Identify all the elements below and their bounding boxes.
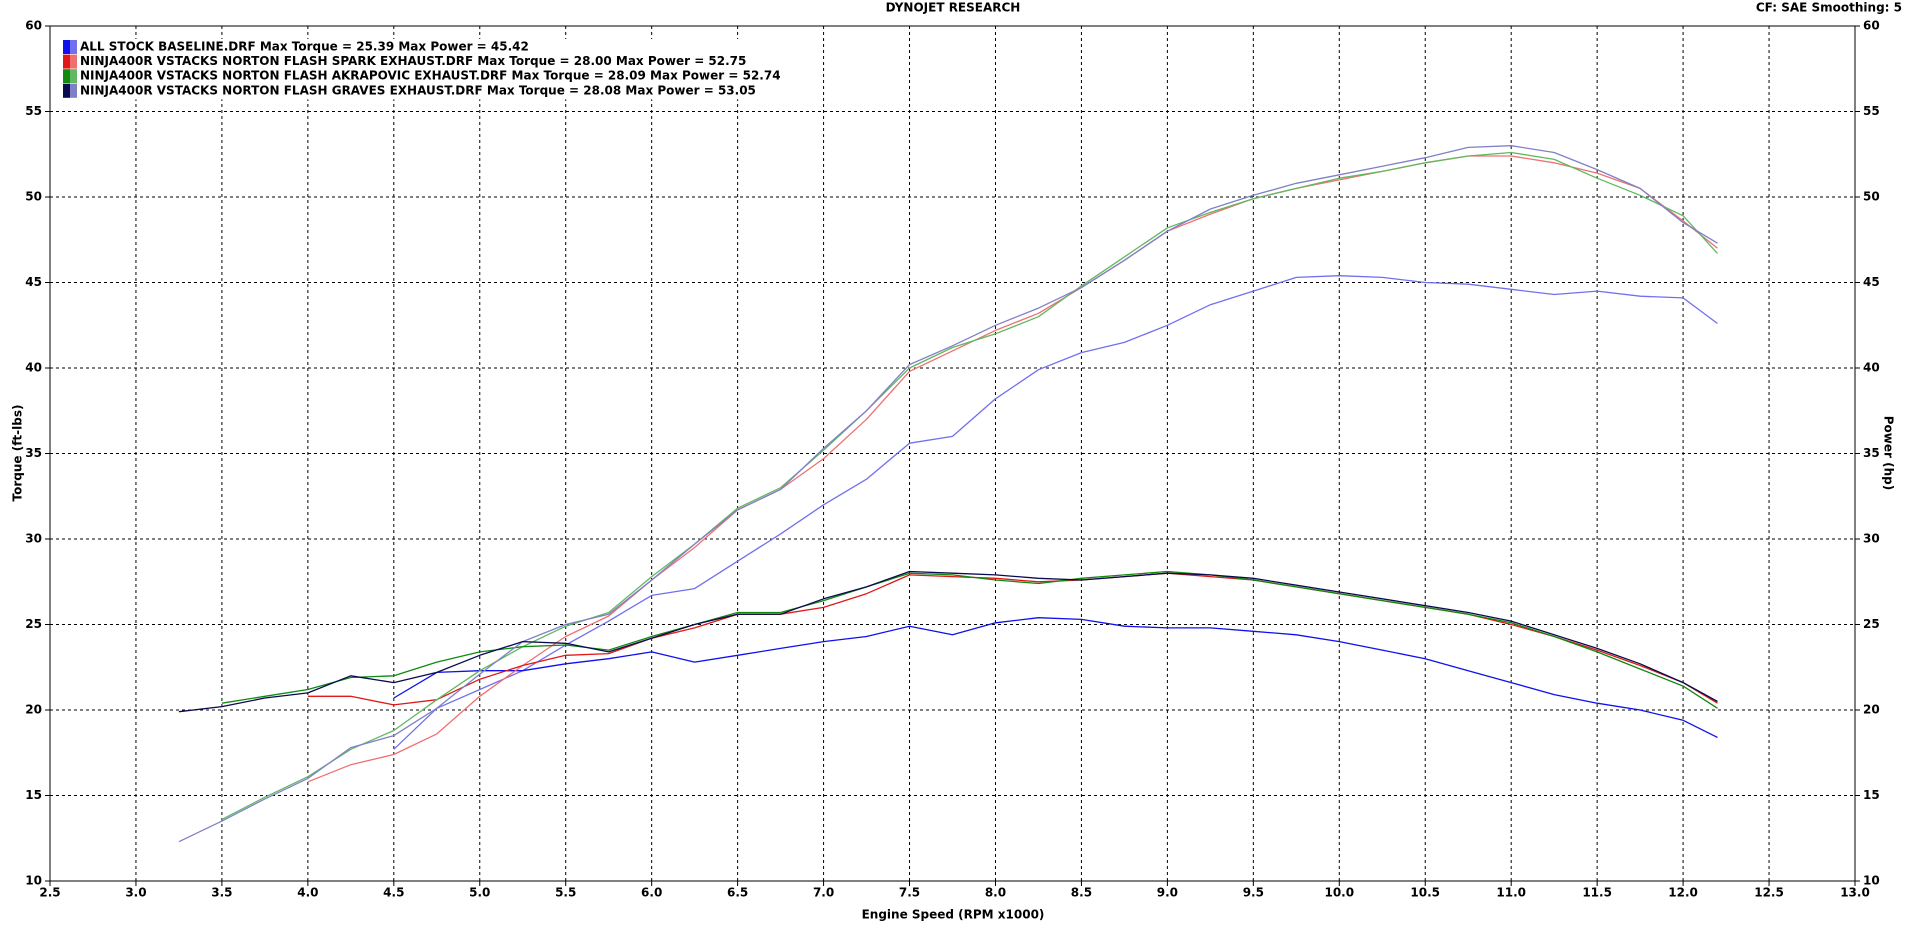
y2-tick-label: 40 bbox=[1863, 361, 1880, 375]
legend-background bbox=[61, 39, 751, 100]
y-tick-label: 30 bbox=[25, 532, 42, 546]
legend-label: NINJA400R VSTACKS NORTON FLASH GRAVES EX… bbox=[80, 83, 756, 97]
x-axis-label: Engine Speed (RPM x1000) bbox=[862, 908, 1045, 922]
legend-swatch bbox=[70, 40, 77, 54]
x-tick-label: 5.0 bbox=[469, 886, 490, 900]
torque-line bbox=[393, 617, 1718, 738]
x-tick-label: 3.5 bbox=[211, 886, 232, 900]
x-tick-label: 10.5 bbox=[1410, 886, 1440, 900]
legend-swatch bbox=[63, 40, 70, 54]
y-tick-label: 50 bbox=[25, 190, 42, 204]
x-tick-label: 12.5 bbox=[1754, 886, 1784, 900]
x-tick-label: 6.0 bbox=[641, 886, 662, 900]
y-tick-label: 60 bbox=[25, 19, 42, 33]
y2-tick-label: 25 bbox=[1863, 617, 1880, 631]
y2-tick-label: 55 bbox=[1863, 104, 1880, 118]
legend-swatch bbox=[63, 83, 70, 98]
settings-info: CF: SAE Smoothing: 5 bbox=[1756, 1, 1902, 15]
x-tick-label: 5.5 bbox=[555, 886, 576, 900]
y2-tick-label: 50 bbox=[1863, 190, 1880, 204]
legend-label: NINJA400R VSTACKS NORTON FLASH SPARK EXH… bbox=[80, 54, 746, 68]
y2-tick-label: 35 bbox=[1863, 446, 1880, 460]
y-tick-label: 40 bbox=[25, 361, 42, 375]
legend-label: ALL STOCK BASELINE.DRF Max Torque = 25.3… bbox=[80, 40, 529, 54]
plot-frame bbox=[49, 25, 1856, 882]
power-line bbox=[307, 155, 1718, 783]
y2-tick-label: 20 bbox=[1863, 703, 1880, 717]
x-tick-label: 8.5 bbox=[1071, 886, 1092, 900]
torque-line bbox=[307, 572, 1718, 706]
x-tick-label: 10.0 bbox=[1324, 886, 1354, 900]
y2-tick-label: 45 bbox=[1863, 275, 1880, 289]
y2-tick-label: 10 bbox=[1863, 874, 1880, 888]
y2-axis-label: Power (hp) bbox=[1882, 416, 1896, 490]
x-tick-label: 13.0 bbox=[1840, 886, 1870, 900]
y-tick-label: 45 bbox=[25, 275, 42, 289]
x-tick-label: 11.5 bbox=[1582, 886, 1612, 900]
legend-swatch bbox=[63, 54, 70, 69]
power-line bbox=[221, 151, 1718, 820]
y2-tick-label: 15 bbox=[1863, 788, 1880, 802]
x-tick-label: 7.5 bbox=[899, 886, 920, 900]
y-tick-label: 15 bbox=[25, 788, 42, 802]
x-tick-label: 12.0 bbox=[1668, 886, 1698, 900]
x-tick-label: 8.0 bbox=[985, 886, 1006, 900]
x-tick-label: 7.0 bbox=[813, 886, 834, 900]
power-line bbox=[393, 275, 1718, 750]
legend-swatch bbox=[70, 54, 77, 69]
x-tick-label: 9.5 bbox=[1243, 886, 1264, 900]
x-tick-label: 4.5 bbox=[383, 886, 404, 900]
x-tick-label: 9.0 bbox=[1157, 886, 1178, 900]
y2-tick-label: 60 bbox=[1863, 19, 1880, 33]
legend-swatch bbox=[70, 69, 77, 84]
legend-label: NINJA400R VSTACKS NORTON FLASH AKRAPOVIC… bbox=[80, 69, 781, 83]
x-tick-label: 4.0 bbox=[297, 886, 318, 900]
x-tick-label: 3.0 bbox=[125, 886, 146, 900]
torque-line bbox=[178, 570, 1718, 713]
y-tick-label: 20 bbox=[25, 703, 42, 717]
y2-tick-label: 30 bbox=[1863, 532, 1880, 546]
y-tick-label: 55 bbox=[25, 104, 42, 118]
legend-swatch bbox=[63, 69, 70, 84]
chart-title: DYNOJET RESEARCH bbox=[886, 1, 1021, 15]
x-tick-label: 11.0 bbox=[1496, 886, 1526, 900]
y-tick-label: 35 bbox=[25, 446, 42, 460]
y-axis-label: Torque (ft-lbs) bbox=[11, 405, 25, 502]
x-tick-label: 6.5 bbox=[727, 886, 748, 900]
torque-line bbox=[221, 570, 1718, 709]
power-line bbox=[178, 145, 1718, 843]
y-tick-label: 25 bbox=[25, 617, 42, 631]
y-tick-label: 10 bbox=[25, 874, 42, 888]
legend-swatch bbox=[70, 83, 77, 98]
x-tick-label: 2.5 bbox=[39, 886, 60, 900]
